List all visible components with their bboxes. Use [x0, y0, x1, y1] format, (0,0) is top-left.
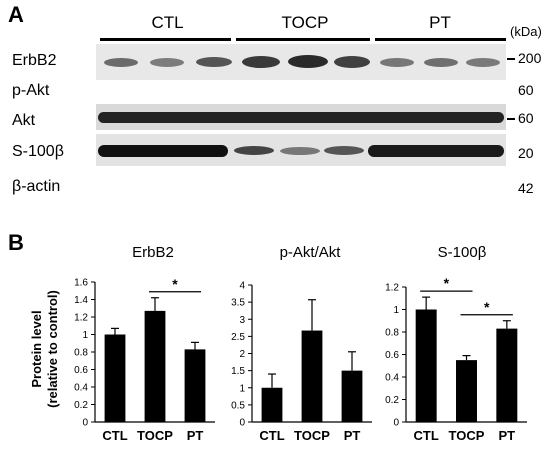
y-tick-label: 0.4 [74, 383, 88, 394]
y-tick-label: 0 [82, 418, 88, 429]
y-tick-label: 0.8 [385, 328, 399, 339]
blot-group-line-pt [375, 38, 506, 41]
blot-group-ctl: CTL [151, 13, 184, 32]
bar-s100b-ctl [415, 309, 437, 422]
blot-band [98, 112, 504, 123]
chart-title-pakt-akt: p-Akt/Akt [279, 244, 341, 261]
bar-pakt-akt-tocp [301, 330, 323, 422]
blot-band [104, 58, 138, 67]
bar-erbb2-tocp [144, 310, 166, 422]
y-tick-label: 1.2 [74, 313, 88, 324]
bar-s100b-tocp [456, 360, 477, 422]
y-tick-label: 1 [239, 383, 245, 394]
y-tick-label: 1.4 [74, 295, 88, 306]
y-tick-label: 0 [393, 418, 399, 429]
blot-strip-s100b [96, 134, 506, 166]
blot-band [98, 145, 228, 157]
y-tick-label: 0.2 [74, 400, 88, 411]
blot-group-line-tocp [236, 38, 370, 41]
blot-band [280, 147, 320, 155]
x-tick-label: PT [499, 428, 516, 443]
chart-title-erbb2: ErbB2 [132, 244, 174, 261]
blot-band [234, 146, 274, 155]
y-tick-label: 0.5 [231, 400, 245, 411]
panel-label-b: B [8, 230, 24, 255]
kda-s100b: 20 [518, 145, 534, 161]
kda-akt: 60 [518, 110, 534, 126]
y-tick-label: 2 [239, 349, 245, 360]
blot-band [380, 58, 414, 67]
blot-band [424, 58, 458, 67]
y-tick-label: 3.5 [231, 298, 245, 309]
bar-pakt-akt-pt [341, 370, 363, 422]
x-tick-label: CTL [102, 428, 127, 443]
blot-kda-unit: (kDa) [510, 24, 542, 39]
y-tick-label: 4 [239, 281, 245, 292]
significance-marker: * [172, 276, 178, 292]
y-tick-label: 0.6 [385, 350, 399, 361]
y-tick-label: 1 [82, 330, 88, 341]
bar-s100b-pt [496, 328, 518, 422]
kda-pakt: 60 [518, 82, 534, 98]
x-tick-label: TOCP [137, 428, 173, 443]
y-tick-label: 2.5 [231, 332, 245, 343]
y-tick-label: 0.4 [385, 373, 399, 384]
bar-erbb2-ctl [104, 334, 126, 422]
significance-marker: * [484, 299, 490, 315]
y-tick-label: 0.8 [74, 348, 88, 359]
blot-band [334, 56, 370, 68]
blot-row-label-bactin: β-actin [12, 178, 61, 195]
blot-strip-erbb2 [96, 44, 506, 80]
y-tick-label: 1.2 [385, 283, 399, 294]
x-tick-label: CTL [414, 428, 439, 443]
x-tick-label: PT [344, 428, 361, 443]
blot-group-line-ctl [100, 38, 231, 41]
blot-group-pt: PT [429, 13, 451, 32]
y-tick-label: 1.5 [231, 366, 245, 377]
blot-band [242, 56, 280, 68]
y-tick-label: 1 [393, 305, 399, 316]
x-tick-label: CTL [259, 428, 284, 443]
blot-row-label-pakt: p-Akt [12, 82, 50, 99]
y-tick-label: 0 [239, 418, 245, 429]
bar-pakt-akt-ctl [261, 387, 283, 422]
blot-band [324, 146, 364, 155]
panel-label-a: A [8, 2, 24, 27]
x-tick-label: TOCP [294, 428, 330, 443]
bar-erbb2-pt [184, 349, 206, 422]
blot-band [368, 145, 504, 157]
blot-row-label-s100b: S-100β [12, 143, 64, 160]
blot-band [288, 55, 328, 68]
kda-tick [507, 58, 515, 60]
y-tick-label: 0.6 [74, 365, 88, 376]
blot-band [196, 57, 232, 67]
y-tick-label: 3 [239, 315, 245, 326]
blot-band [150, 58, 184, 67]
kda-bactin: 42 [518, 180, 534, 196]
significance-marker: * [444, 275, 450, 291]
blot-strip-akt [96, 104, 506, 130]
blot-row-label-erbb2: ErbB2 [12, 52, 57, 69]
blot-group-tocp: TOCP [281, 13, 329, 32]
blot-row-label-akt: Akt [12, 112, 36, 129]
y-tick-label: 1.6 [74, 278, 88, 289]
kda-erbb2: 200 [518, 50, 542, 66]
y-tick-label: 0.2 [385, 395, 399, 406]
chart-title-s100b: S-100β [437, 244, 487, 261]
x-tick-label: TOCP [449, 428, 485, 443]
blot-band [466, 58, 500, 67]
x-tick-label: PT [187, 428, 204, 443]
kda-tick [507, 118, 515, 120]
